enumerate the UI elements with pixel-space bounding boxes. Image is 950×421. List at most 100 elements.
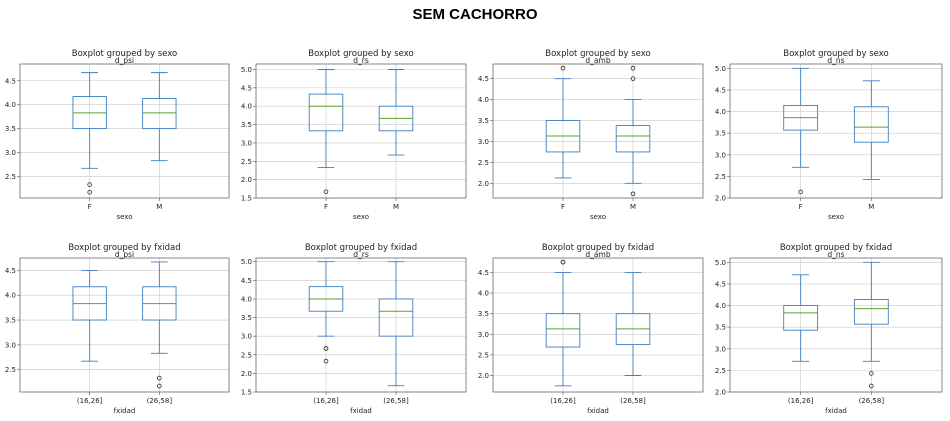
y-tick-label: 5.0	[715, 259, 726, 267]
box-(26,58]	[142, 261, 177, 389]
y-tick-label: 3.0	[478, 331, 489, 339]
y-tick-label: 3.5	[478, 117, 489, 125]
box-(16,26]	[545, 259, 581, 387]
y-tick-label: 2.5	[241, 158, 252, 166]
x-axis-label: sexo	[353, 213, 369, 221]
x-tick-label: F	[561, 203, 565, 211]
outlier-point	[869, 371, 874, 376]
outlier-point	[869, 383, 874, 389]
x-axis-label: fxidad	[825, 407, 847, 415]
chart-title: Boxplot grouped by fxidad	[68, 243, 180, 253]
box-(16,26]	[72, 269, 107, 362]
y-tick-label: 3.5	[715, 130, 726, 138]
y-tick-label: 5.0	[715, 65, 726, 73]
x-tick-label: M	[630, 203, 636, 211]
chart-subtitle: d_ns	[827, 56, 844, 65]
box-(26,58]	[853, 261, 889, 389]
chart-title: Boxplot grouped by sexo	[545, 49, 650, 59]
y-tick-label: 3.0	[241, 333, 252, 341]
y-tick-label: 2.5	[715, 173, 726, 181]
x-tick-label: F	[324, 203, 328, 211]
y-tick-label: 2.5	[5, 173, 16, 181]
outlier-point	[630, 65, 636, 71]
plot-frame	[255, 257, 467, 393]
boxplot-panel-8: Boxplot grouped by fxidad d_ns 2.0 2.5 3.0 3.…	[710, 240, 948, 416]
box-(26,58]	[615, 271, 651, 376]
chart-title: Boxplot grouped by sexo	[308, 49, 413, 59]
x-tick-label: (26,58]	[859, 397, 885, 405]
iqr-box	[545, 313, 581, 348]
y-tick-label: 2.0	[715, 195, 726, 203]
box-M	[615, 65, 651, 197]
y-tick-label: 3.0	[715, 151, 726, 159]
y-tick-label: 4.5	[5, 77, 16, 85]
y-tick-label: 1.5	[241, 389, 252, 397]
outlier-point	[630, 191, 636, 197]
chart-title: Boxplot grouped by fxidad	[542, 243, 654, 253]
chart-title: Boxplot grouped by sexo	[783, 49, 888, 59]
box-(16,26]	[308, 261, 344, 364]
outlier-point	[630, 76, 636, 81]
boxplot-panel-5: Boxplot grouped by fxidad d_psi 2.5 3.0 3.5 4…	[0, 240, 235, 416]
y-tick-label: 3.5	[241, 121, 252, 129]
x-tick-label: (16,26]	[313, 397, 339, 405]
y-tick-label: 2.0	[715, 389, 726, 397]
iqr-box	[378, 298, 414, 337]
x-axis-label: fxidad	[350, 407, 372, 415]
chart-subtitle: d_psi	[115, 250, 134, 259]
y-tick-label: 4.0	[715, 302, 726, 310]
y-tick-label: 2.5	[478, 351, 489, 359]
box-M	[142, 72, 177, 162]
x-tick-label: (16,26]	[550, 397, 576, 405]
y-tick-label: 3.5	[478, 310, 489, 318]
y-tick-label: 4.5	[715, 86, 726, 94]
y-tick-label: 1.5	[241, 195, 252, 203]
y-tick-label: 4.0	[5, 292, 16, 300]
y-tick-label: 2.5	[715, 367, 726, 375]
chart-subtitle: d_amb	[585, 56, 610, 65]
y-tick-label: 4.5	[478, 75, 489, 83]
y-tick-label: 4.0	[715, 108, 726, 116]
outlier-point	[157, 383, 162, 389]
boxplot-panel-7: Boxplot grouped by fxidad d_amb 2.0 2.5 3.0 3…	[473, 240, 709, 416]
plot-frame	[255, 63, 467, 199]
y-tick-label: 2.5	[241, 351, 252, 359]
iqr-box	[142, 98, 177, 130]
y-tick-label: 2.0	[241, 176, 252, 184]
iqr-box	[853, 299, 889, 325]
x-tick-label: F	[799, 203, 803, 211]
x-tick-label: M	[393, 203, 399, 211]
y-tick-label: 3.0	[478, 138, 489, 146]
y-tick-label: 3.5	[241, 314, 252, 322]
x-tick-label: M	[156, 203, 162, 211]
y-tick-label: 3.0	[5, 149, 16, 157]
outlier-point	[560, 65, 566, 71]
chart-subtitle: d_rs	[353, 250, 369, 259]
y-tick-label: 4.0	[478, 290, 489, 298]
plot-frame	[492, 63, 704, 199]
y-tick-label: 5.0	[241, 258, 252, 266]
box-(16,26]	[783, 274, 819, 362]
y-tick-label: 3.5	[5, 125, 16, 133]
box-F	[308, 69, 344, 195]
x-tick-label: (26,58]	[147, 397, 173, 405]
plot-frame	[729, 257, 943, 393]
plot-frame	[729, 63, 943, 199]
x-axis-label: fxidad	[587, 407, 609, 415]
y-tick-label: 4.5	[241, 277, 252, 285]
x-tick-label: (26,58]	[383, 397, 409, 405]
boxplot-panel-4: Boxplot grouped by sexo d_ns 2.0 2.5 3.0 3.5 4…	[710, 46, 948, 222]
chart-title: Boxplot grouped by fxidad	[305, 243, 417, 253]
page-title: SEM CACHORRO	[412, 6, 538, 23]
boxplot-panel-3: Boxplot grouped by sexo d_amb 2.0 2.5 3.0 3.5…	[473, 46, 709, 222]
chart-subtitle: d_psi	[115, 56, 134, 65]
outlier-point	[798, 189, 803, 195]
y-tick-label: 4.5	[5, 267, 16, 275]
boxplot-panel-1: Boxplot grouped by sexo d_psi 2.5 3.0 3.5 4.0…	[0, 46, 235, 222]
